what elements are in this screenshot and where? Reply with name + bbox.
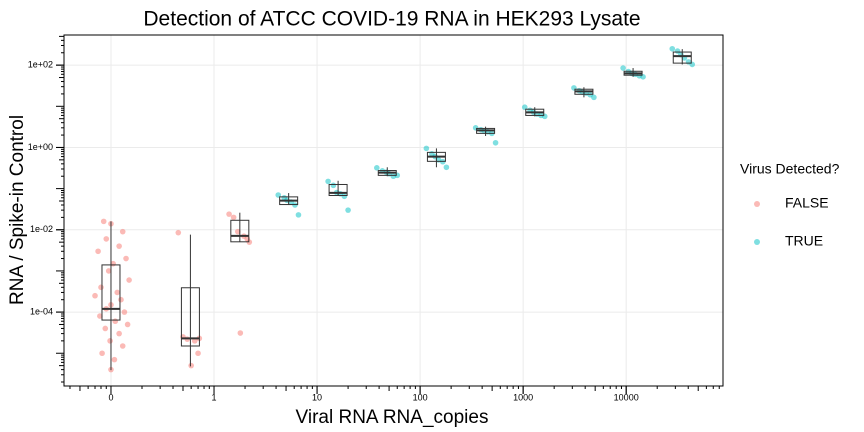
- data-point: [295, 212, 302, 218]
- data-point: [95, 248, 101, 255]
- y-tick-label: 1e+02: [28, 60, 53, 70]
- legend-marker: [754, 239, 760, 245]
- data-point: [492, 139, 499, 146]
- box: [230, 219, 250, 243]
- data-point: [92, 292, 98, 299]
- data-point: [111, 356, 118, 363]
- data-point: [99, 350, 105, 357]
- data-point: [119, 343, 126, 349]
- data-point: [423, 145, 430, 152]
- data-point: [98, 284, 104, 291]
- data-point: [107, 338, 113, 344]
- data-point: [121, 309, 128, 315]
- data-point: [175, 229, 182, 236]
- x-tick-label: 100: [413, 392, 428, 402]
- data-point: [188, 362, 194, 369]
- data-point: [521, 104, 528, 111]
- data-point: [123, 255, 129, 262]
- data-point: [124, 321, 131, 328]
- legend-marker: [754, 201, 760, 207]
- data-point: [345, 207, 351, 213]
- data-point: [119, 228, 126, 235]
- chart-title: Detection of ATCC COVID-19 RNA in HEK293…: [143, 8, 640, 31]
- data-point: [226, 211, 232, 217]
- data-point: [195, 350, 201, 357]
- data-point: [237, 330, 244, 336]
- data-point: [118, 296, 124, 303]
- x-tick-label: 1000: [513, 392, 533, 402]
- legend-title: Virus Detected?: [740, 161, 840, 177]
- data-point: [100, 218, 107, 225]
- data-point: [330, 182, 337, 189]
- y-tick-label: 1e-02: [30, 224, 53, 234]
- data-point: [341, 193, 348, 200]
- box: [180, 287, 200, 347]
- box: [672, 51, 692, 64]
- data-point: [669, 45, 676, 52]
- legend-label: TRUE: [785, 233, 823, 249]
- y-tick-label: 1e+00: [28, 142, 53, 152]
- data-point: [571, 85, 577, 91]
- data-point: [689, 61, 696, 68]
- data-point: [591, 94, 597, 101]
- data-point: [116, 243, 122, 249]
- data-point: [230, 214, 237, 221]
- data-point: [541, 113, 548, 120]
- x-tick-label: 0: [108, 392, 113, 402]
- data-point: [114, 289, 121, 296]
- x-axis-label: Viral RNA RNA_copies: [296, 407, 489, 428]
- box: [328, 183, 348, 197]
- y-axis-label: RNA / Spike-in Control: [7, 115, 28, 305]
- data-point: [116, 330, 122, 337]
- data-point: [374, 165, 380, 171]
- data-point: [97, 313, 103, 319]
- data-point: [126, 277, 132, 283]
- plot-frame: [63, 34, 724, 387]
- data-point: [234, 228, 241, 235]
- data-point: [620, 65, 626, 71]
- data-point: [325, 178, 331, 185]
- data-point: [443, 164, 450, 171]
- data-point: [105, 268, 112, 274]
- data-point: [112, 318, 119, 325]
- x-tick-label: 10000: [614, 392, 639, 402]
- x-tick-label: 10: [312, 392, 322, 402]
- x-tick-label: 1: [212, 392, 217, 402]
- y-tick-label: 1e-04: [30, 306, 53, 316]
- box: [101, 264, 121, 321]
- legend-label: FALSE: [785, 195, 829, 211]
- data-point: [102, 325, 109, 332]
- data-point: [191, 338, 198, 344]
- data-point: [103, 236, 110, 242]
